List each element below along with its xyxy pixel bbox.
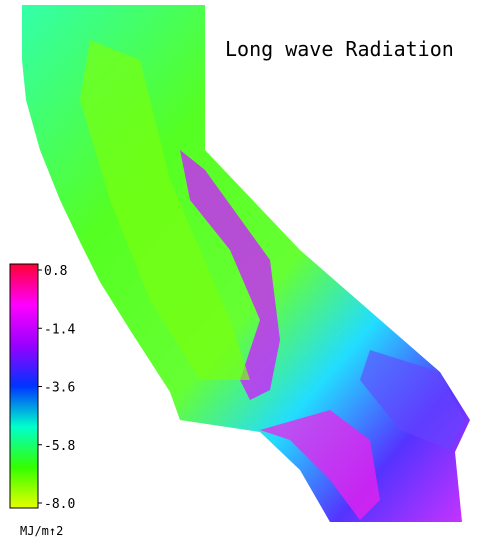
colorbar <box>9 263 39 509</box>
south-highlight <box>260 410 380 520</box>
map-title: Long wave Radiation <box>225 37 454 61</box>
valley <box>80 40 250 380</box>
colorbar-tick-label: -8.0 <box>44 497 75 512</box>
desert-highlight <box>360 350 465 450</box>
sierra-highlight <box>180 150 280 400</box>
colorbar-tick-label: -1.4 <box>44 322 75 337</box>
colorbar-label: MJ/m↑2 <box>20 524 63 538</box>
colorbar-tick-label: 0.8 <box>44 264 67 279</box>
colorbar-tick-label: -3.6 <box>44 381 75 396</box>
colorbar-tick-label: -5.8 <box>44 439 75 454</box>
